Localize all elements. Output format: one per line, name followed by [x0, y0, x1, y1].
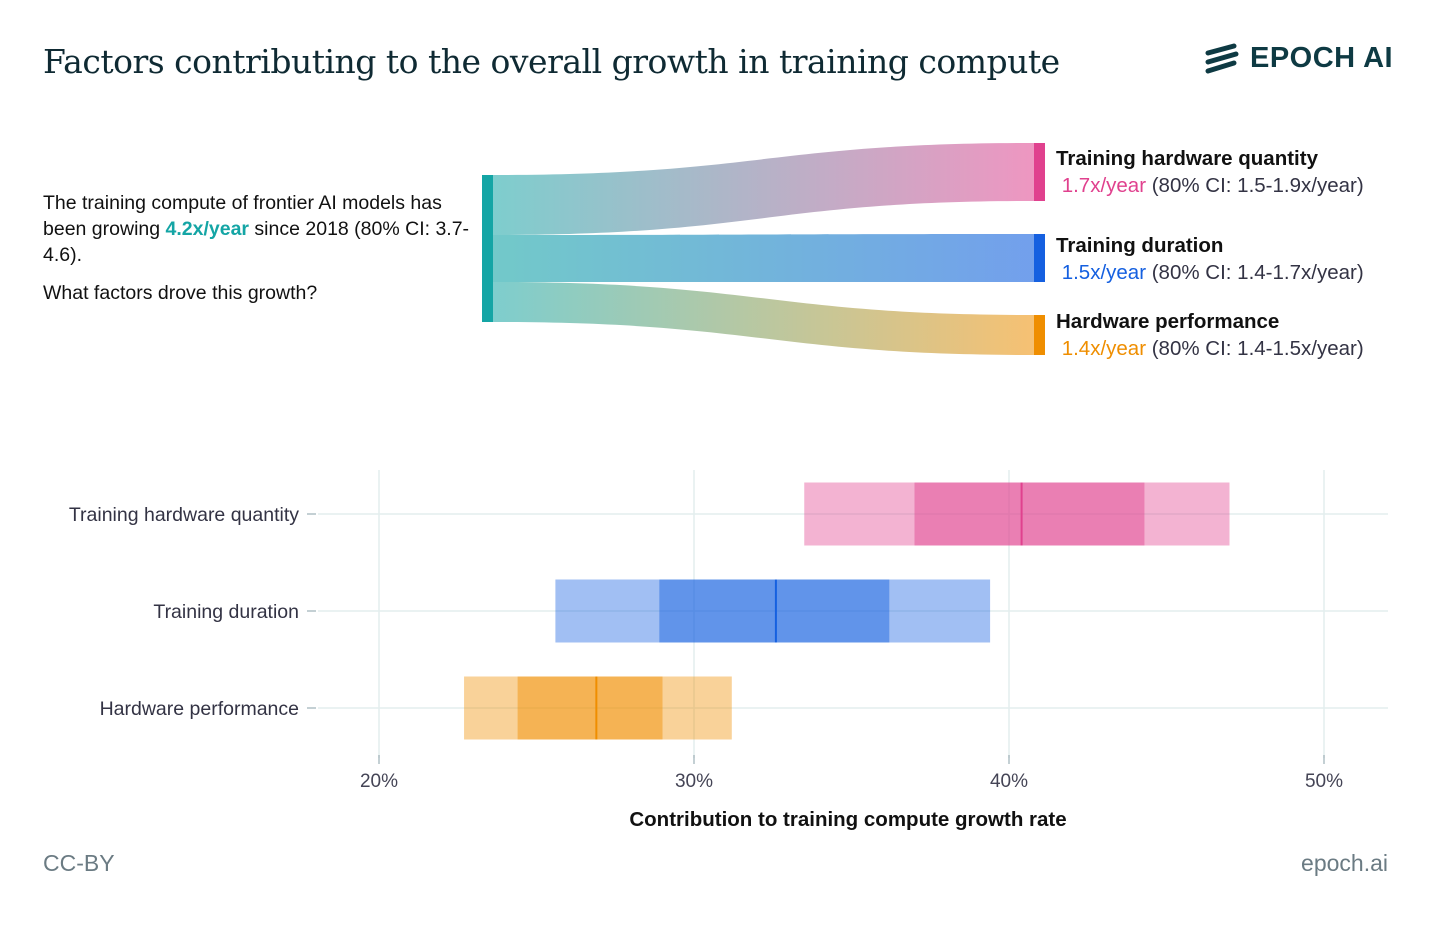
factor-label-performance: Hardware performance 1.4x/year (80% CI: … [1056, 308, 1364, 362]
x-axis-label: Contribution to training compute growth … [629, 808, 1066, 831]
flow-hardware-performance [493, 282, 1034, 355]
x-tick-label: 50% [1305, 771, 1343, 792]
license-label: CC-BY [43, 850, 115, 876]
factor-label-duration: Training duration 1.5x/year (80% CI: 1.4… [1056, 232, 1364, 286]
intro-text: The training compute of frontier AI mode… [43, 190, 483, 318]
intro-text-part: since 2018 (80% CI: 3.7-4.6). [43, 218, 470, 266]
chart-title: Factors contributing to the overall grow… [43, 42, 1060, 81]
site-link[interactable]: epoch.ai [1301, 850, 1388, 876]
factor-ci: (80% CI: 1.5-1.9x/year) [1146, 174, 1364, 197]
x-tick-label: 20% [360, 771, 398, 792]
node-hardware-quantity [1034, 143, 1045, 201]
intro-question: What factors drove this growth? [43, 282, 318, 304]
factor-rate: 1.7x/year [1061, 174, 1147, 197]
x-tick-label: 40% [990, 771, 1028, 792]
flow-training-duration [493, 234, 1034, 282]
factor-label-quantity: Training hardware quantity 1.7x/year (80… [1056, 145, 1364, 199]
y-category-label: Training hardware quantity [69, 504, 299, 526]
factor-ci: (80% CI: 1.4-1.7x/year) [1146, 261, 1364, 284]
inner-interval-bar [517, 676, 663, 740]
node-training-duration [1034, 234, 1045, 282]
factor-rate: 1.4x/year [1061, 337, 1147, 360]
outer-interval-bar [464, 676, 732, 740]
outer-interval-bar [804, 482, 1230, 546]
inner-interval-bar [914, 482, 1145, 546]
y-category-label: Hardware performance [100, 698, 299, 720]
x-tick-label: 30% [675, 771, 713, 792]
intro-text-part: The training compute of frontier AI mode… [43, 192, 442, 240]
source-node [482, 175, 493, 322]
sankey-diagram [482, 143, 1045, 355]
y-category-label: Training duration [153, 601, 299, 623]
overall-growth-rate: 4.2x/year [165, 218, 250, 240]
factor-title: Training duration [1056, 234, 1224, 257]
node-hardware-performance [1034, 315, 1045, 355]
inner-interval-bar [659, 579, 890, 643]
epoch-logo[interactable]: EPOCH AI [1204, 42, 1393, 75]
epoch-stripes-icon [1205, 43, 1239, 73]
factor-rate: 1.5x/year [1061, 261, 1147, 284]
flow-hardware-quantity [493, 143, 1034, 235]
logo-text: EPOCH AI [1250, 42, 1394, 74]
factor-title: Training hardware quantity [1056, 147, 1318, 170]
factor-ci: (80% CI: 1.4-1.5x/year) [1146, 337, 1364, 360]
outer-interval-bar [555, 579, 991, 643]
factor-title: Hardware performance [1056, 310, 1280, 333]
